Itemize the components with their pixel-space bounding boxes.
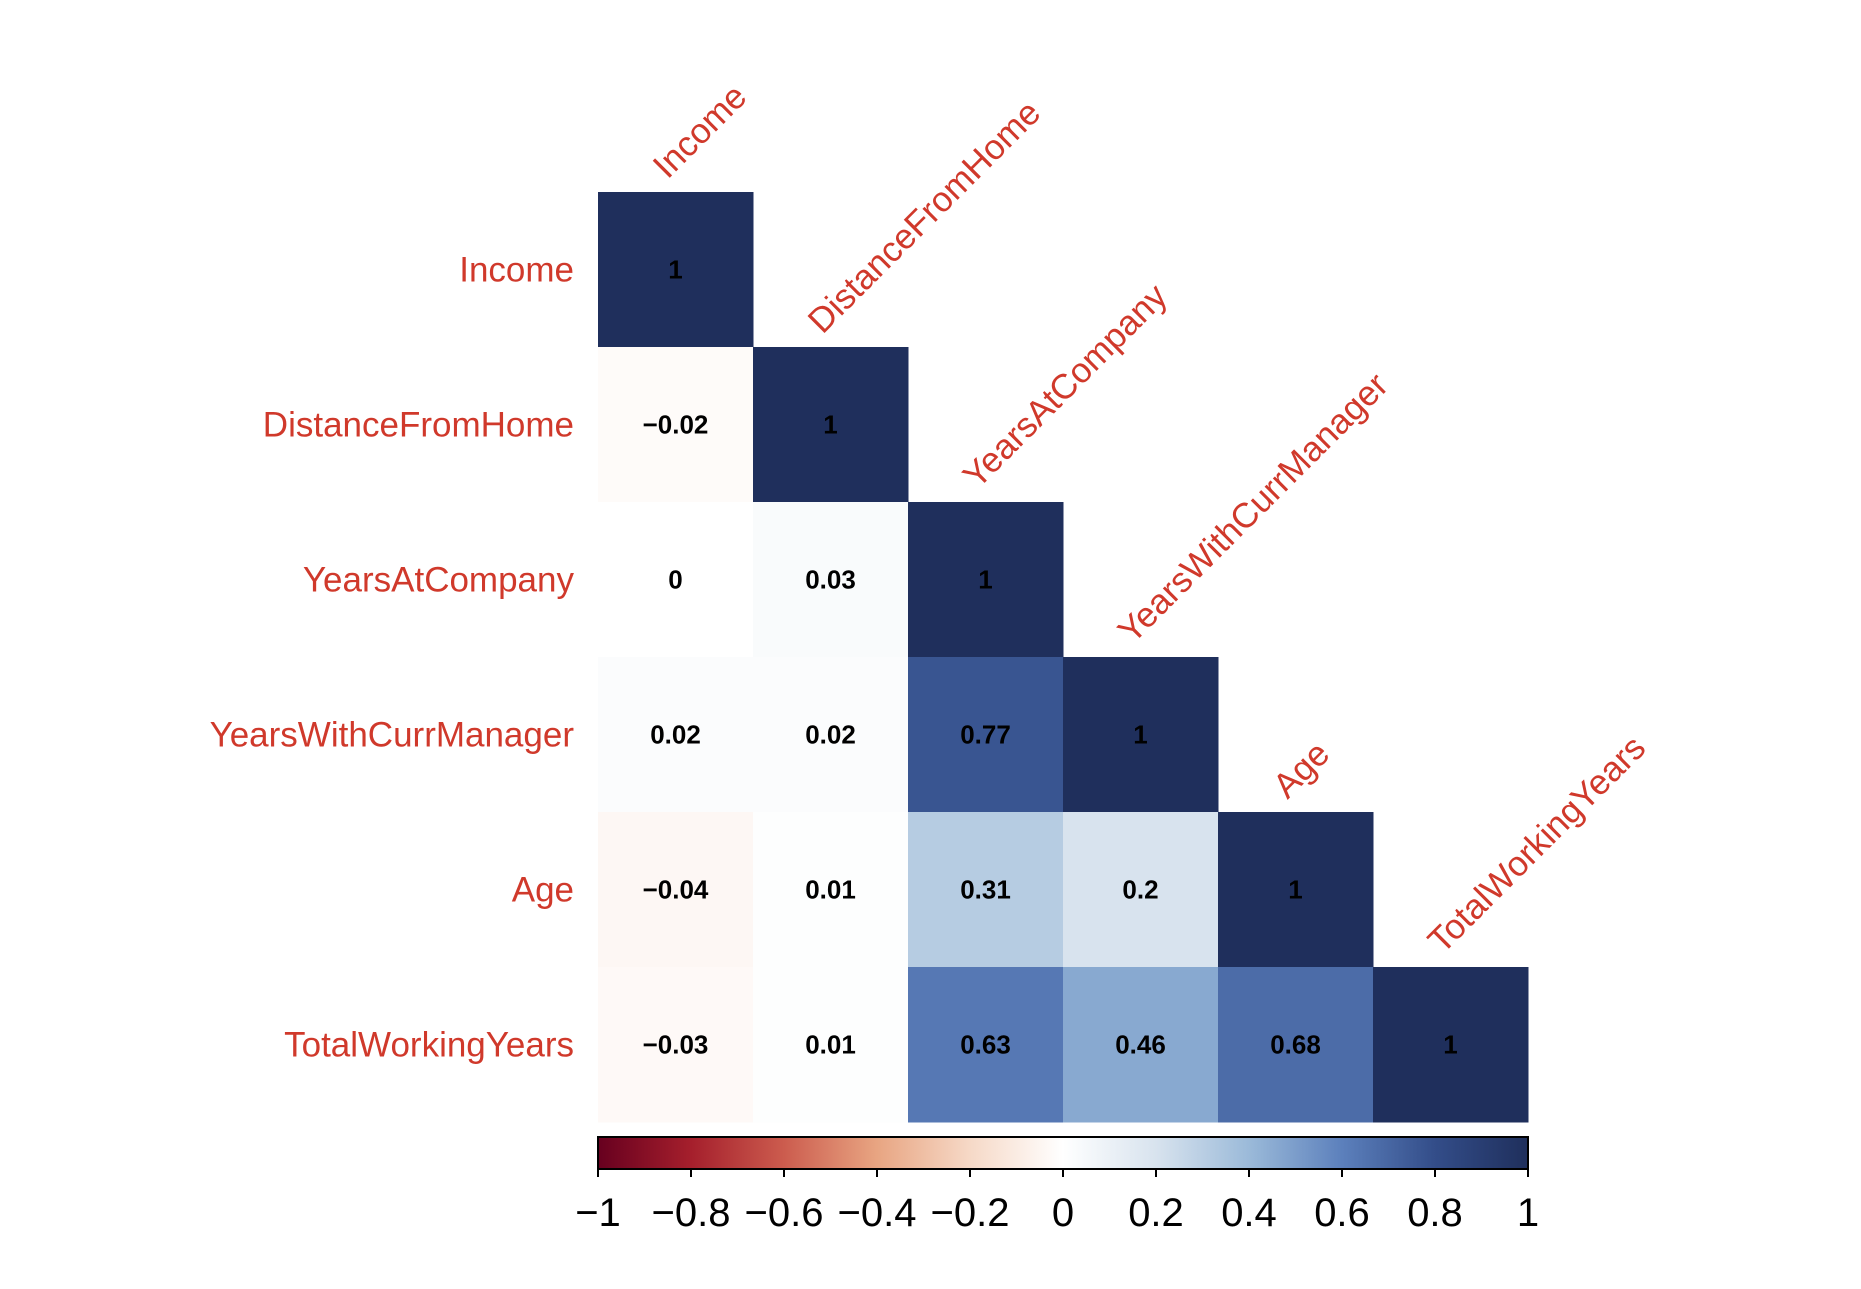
cell-value-TotalWorkingYears-TotalWorkingYears: 1 [1443, 1030, 1457, 1060]
colorbar-gradient [597, 1136, 1529, 1170]
row-labels: Income DistanceFromHome YearsAtCompany Year… [210, 251, 575, 1065]
cell-YearsAtCompany-DistanceFromHome [753, 502, 909, 658]
cell-value-DistanceFromHome-Income: −0.02 [643, 410, 709, 440]
cell-TotalWorkingYears-DistanceFromHome [753, 967, 909, 1123]
cell-value-Age-Income: −0.04 [643, 875, 709, 905]
cell-value-YearsWithCurrManager-Income: 0.02 [650, 720, 701, 750]
cell-Income-Income [598, 192, 754, 348]
cell-YearsAtCompany-YearsAtCompany [908, 502, 1064, 658]
cell-Age-YearsWithCurrManager [1063, 812, 1219, 968]
cell-value-TotalWorkingYears-DistanceFromHome: 0.01 [805, 1030, 856, 1060]
cell-Age-DistanceFromHome [753, 812, 909, 968]
cell-DistanceFromHome-Income [598, 347, 754, 503]
cell-TotalWorkingYears-YearsWithCurrManager [1063, 967, 1219, 1123]
cell-value-YearsWithCurrManager-YearsWithCurrManager: 1 [1133, 720, 1147, 750]
row-label-YearsAtCompany: YearsAtCompany [303, 561, 575, 600]
cell-value-Age-YearsWithCurrManager: 0.2 [1122, 875, 1158, 905]
cell-value-DistanceFromHome-DistanceFromHome: 1 [823, 410, 837, 440]
column-label-Income: Income [646, 77, 755, 186]
row-label-Income: Income [459, 251, 574, 290]
heatmap-cells [598, 192, 1529, 1123]
colorbar-tick-label: 1 [1517, 1191, 1539, 1235]
cell-value-YearsAtCompany-YearsAtCompany: 1 [978, 565, 992, 595]
colorbar: −1 −0.8 −0.6 −0.4 −0.2 0 0.2 0.4 0.6 0.8 1 [575, 1136, 1539, 1235]
colorbar-tick-label: −1 [575, 1191, 621, 1235]
colorbar-tick-label: −0.8 [652, 1191, 731, 1235]
colorbar-tick-label: 0.2 [1128, 1191, 1184, 1235]
cell-TotalWorkingYears-TotalWorkingYears [1373, 967, 1529, 1123]
cell-value-YearsAtCompany-DistanceFromHome: 0.03 [805, 565, 856, 595]
cell-value-YearsAtCompany-Income: 0 [668, 565, 682, 595]
cell-value-TotalWorkingYears-Age: 0.68 [1270, 1030, 1321, 1060]
colorbar-tick-label: 0 [1052, 1191, 1074, 1235]
cell-YearsAtCompany-Income [598, 502, 754, 658]
cell-value-YearsWithCurrManager-DistanceFromHome: 0.02 [805, 720, 856, 750]
row-label-DistanceFromHome: DistanceFromHome [263, 406, 574, 445]
column-label-Age: Age [1266, 734, 1338, 806]
row-label-Age: Age [512, 871, 574, 910]
column-label-YearsWithCurrManager: YearsWithCurrManager [1111, 365, 1396, 650]
cell-TotalWorkingYears-YearsAtCompany [908, 967, 1064, 1123]
cell-Age-Age [1218, 812, 1374, 968]
colorbar-tick-label: 0.6 [1314, 1191, 1370, 1235]
row-label-TotalWorkingYears: TotalWorkingYears [284, 1026, 574, 1065]
column-label-TotalWorkingYears: TotalWorkingYears [1421, 728, 1654, 961]
row-label-YearsWithCurrManager: YearsWithCurrManager [210, 716, 575, 755]
column-label-DistanceFromHome: DistanceFromHome [801, 93, 1049, 341]
cell-value-Age-YearsAtCompany: 0.31 [960, 875, 1011, 905]
colorbar-tick-label: 0.8 [1407, 1191, 1463, 1235]
cell-YearsWithCurrManager-Income [598, 657, 754, 813]
cell-value-TotalWorkingYears-Income: −0.03 [643, 1030, 709, 1060]
column-label-YearsAtCompany: YearsAtCompany [956, 276, 1176, 496]
colorbar-tick-label: −0.6 [745, 1191, 824, 1235]
cell-value-YearsWithCurrManager-YearsAtCompany: 0.77 [960, 720, 1011, 750]
colorbar-tick-label: −0.2 [931, 1191, 1010, 1235]
cell-TotalWorkingYears-Age [1218, 967, 1374, 1123]
colorbar-tick-label: 0.4 [1221, 1191, 1277, 1235]
cell-DistanceFromHome-DistanceFromHome [753, 347, 909, 503]
cell-YearsWithCurrManager-YearsWithCurrManager [1063, 657, 1219, 813]
cell-YearsWithCurrManager-DistanceFromHome [753, 657, 909, 813]
cell-YearsWithCurrManager-YearsAtCompany [908, 657, 1064, 813]
cell-value-TotalWorkingYears-YearsWithCurrManager: 0.46 [1115, 1030, 1166, 1060]
cell-value-Income-Income: 1 [668, 255, 682, 285]
cell-Age-Income [598, 812, 754, 968]
cell-value-TotalWorkingYears-YearsAtCompany: 0.63 [960, 1030, 1011, 1060]
cell-Age-YearsAtCompany [908, 812, 1064, 968]
cell-value-Age-DistanceFromHome: 0.01 [805, 875, 856, 905]
heatmap-cell-labels: 1 −0.02 1 0 0.03 1 0.02 0.02 0.77 1 −0.04 0.01 0.31 0… [643, 255, 1458, 1060]
cell-TotalWorkingYears-Income [598, 967, 754, 1123]
colorbar-tick-label: −0.4 [838, 1191, 917, 1235]
cell-value-Age-Age: 1 [1288, 875, 1302, 905]
